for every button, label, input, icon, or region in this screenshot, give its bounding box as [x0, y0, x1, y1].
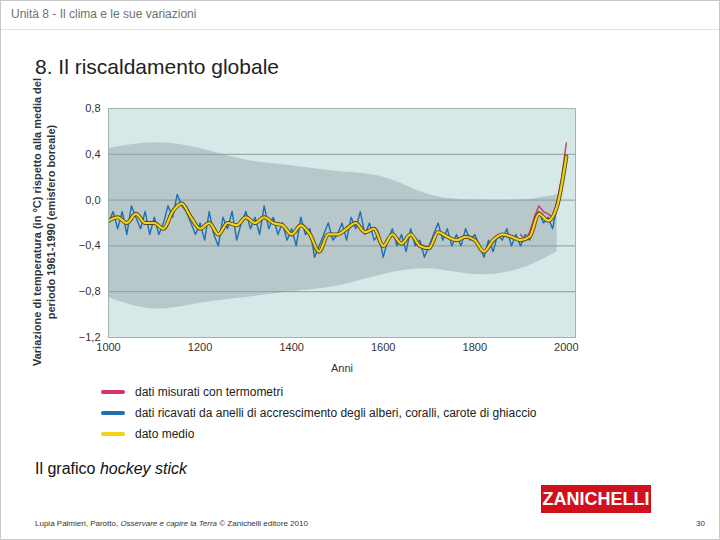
svg-text:−1,2: −1,2 — [78, 331, 101, 343]
svg-text:0,4: 0,4 — [85, 148, 100, 160]
html-text:Variazione di temperatura (in: Variazione di temperatura (in °C) rispet… — [31, 78, 57, 366]
svg-text:−0,4: −0,4 — [79, 239, 101, 251]
html-text:Lupia Palmieri, Parotto, Osser: Lupia Palmieri, Parotto, Osservare e cap… — [35, 519, 308, 528]
svg-text:−0,8: −0,8 — [79, 285, 101, 297]
svg-text:0,0: 0,0 — [85, 194, 100, 206]
html-text:Il grafico hockey stick: Il grafico hockey stick — [35, 460, 188, 477]
html-text:ZANICHELLI: ZANICHELLI — [542, 489, 650, 509]
svg-text:1400: 1400 — [279, 341, 303, 353]
svg-text:1000: 1000 — [96, 341, 120, 353]
html-text:8. Il riscaldamento globale: 8. Il riscaldamento globale — [35, 55, 279, 78]
html-text:Unità 8 - Il clima e le sue va: Unità 8 - Il clima e le sue variazioni — [11, 7, 197, 21]
svg-text:1600: 1600 — [371, 341, 395, 353]
svg-text:0,8: 0,8 — [85, 102, 100, 114]
html-text:dati ricavati da anelli di acc: dati ricavati da anelli di accrescimento… — [135, 405, 537, 420]
html-text:30: 30 — [696, 519, 705, 528]
svg-text:1200: 1200 — [188, 341, 212, 353]
svg-text:1800: 1800 — [463, 341, 487, 353]
html-text:dato medio: dato medio — [135, 426, 195, 441]
html-text:dati misurati con termometri: dati misurati con termometri — [135, 384, 283, 399]
svg-text:2000: 2000 — [554, 341, 578, 353]
svg-text:Anni: Anni — [331, 362, 353, 374]
